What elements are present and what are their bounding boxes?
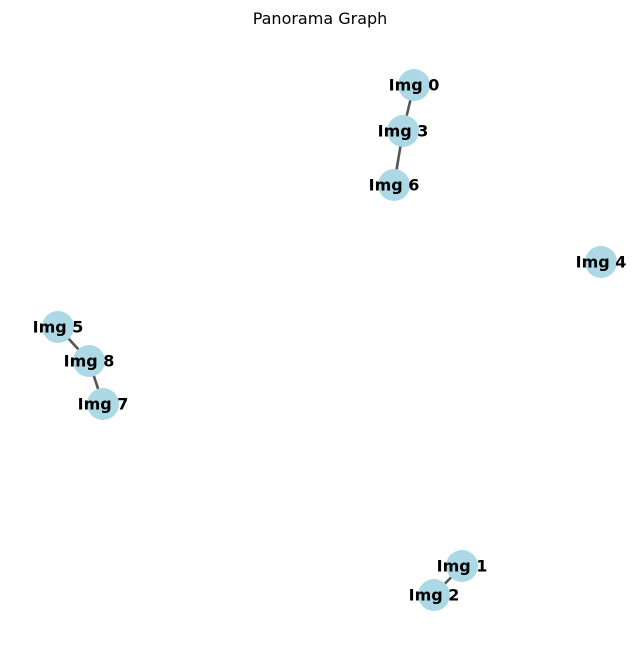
node-circle xyxy=(418,579,450,611)
node-circle xyxy=(42,311,74,343)
node-n7: Img 7 xyxy=(78,388,129,420)
node-circle xyxy=(585,246,617,278)
node-label: Img 6 xyxy=(369,176,420,195)
node-label: Img 2 xyxy=(409,586,460,605)
node-n1: Img 1 xyxy=(437,550,488,582)
node-circle xyxy=(87,388,119,420)
node-circle xyxy=(398,69,430,101)
node-n3: Img 3 xyxy=(378,115,429,147)
nodes-layer: Img 0 Img 1 Img 2 Img 3 Img 4 Img 5 Img 6 Img 7… xyxy=(33,69,627,611)
edges-layer xyxy=(56,83,464,597)
node-label: Img 8 xyxy=(64,352,115,371)
node-circle xyxy=(446,550,478,582)
node-n6: Img 6 xyxy=(369,169,420,201)
node-label: Img 1 xyxy=(437,557,488,576)
node-n0: Img 0 xyxy=(389,69,440,101)
node-circle xyxy=(73,345,105,377)
graph-title: Panorama Graph xyxy=(253,9,388,28)
node-label: Img 0 xyxy=(389,76,440,95)
node-circle xyxy=(378,169,410,201)
node-n2: Img 2 xyxy=(409,579,460,611)
node-n8: Img 8 xyxy=(64,345,115,377)
node-n4: Img 4 xyxy=(576,246,627,278)
node-label: Img 5 xyxy=(33,318,84,337)
node-label: Img 4 xyxy=(576,253,627,272)
node-label: Img 3 xyxy=(378,122,429,141)
node-n5: Img 5 xyxy=(33,311,84,343)
node-circle xyxy=(387,115,419,147)
node-label: Img 7 xyxy=(78,395,129,414)
